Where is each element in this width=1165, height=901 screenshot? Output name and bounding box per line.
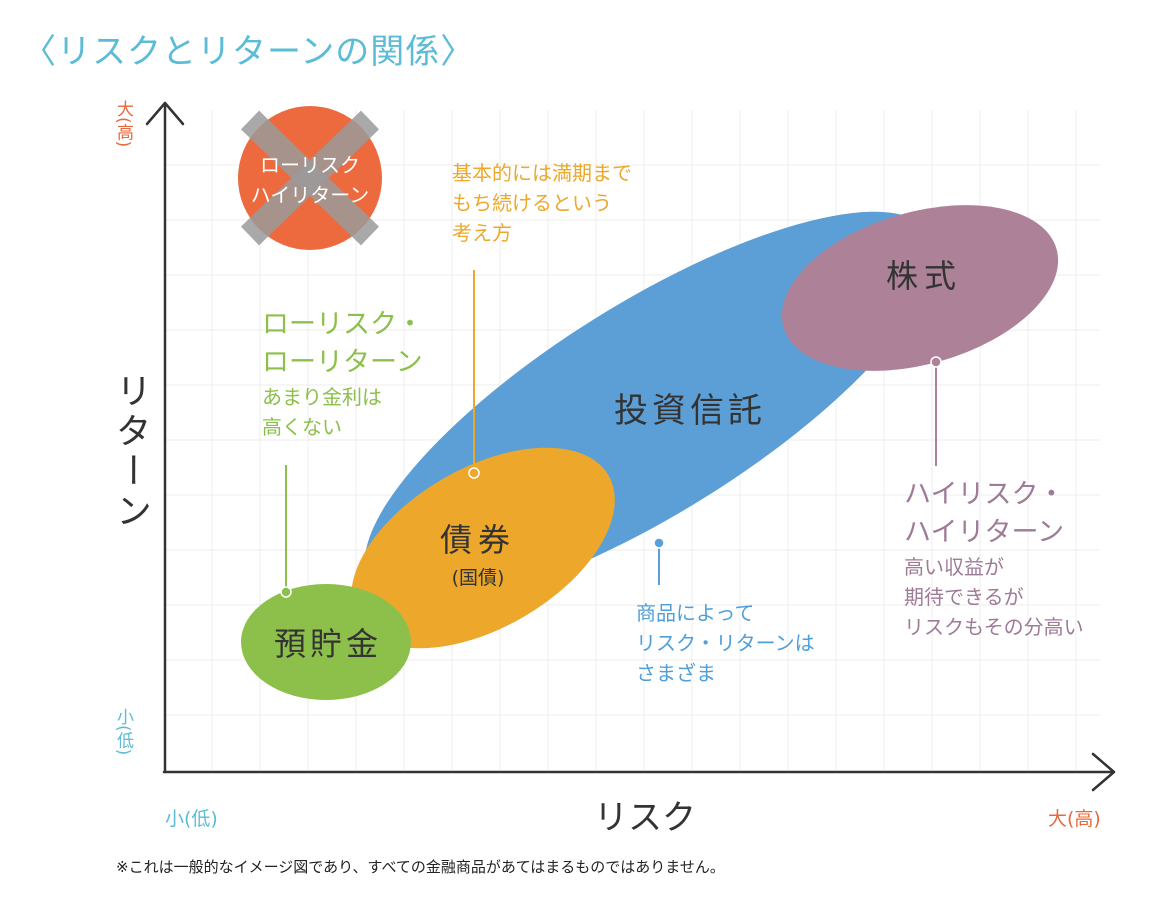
trust-note-1: 商品によって [636,601,755,625]
y-axis-high-label: 大(高) [113,100,133,148]
axes [145,101,1116,792]
stock-dot [930,356,942,368]
trust-note-2: リスク・リターンは [636,631,815,655]
trust-dot [653,537,665,549]
high-risk-head-1: ハイリスク・ [904,479,1065,510]
x-axis-high-label: 大(高) [1048,808,1101,830]
x-axis-label: リスク [594,798,696,838]
bond-label: 債券 [440,521,516,559]
stock-label: 株式 [886,257,962,295]
low-risk-body-1: あまり金利は [262,385,382,409]
low-risk-annotation: ローリスク・ ローリターン あまり金利は 高くない [262,306,423,442]
trust-note-3: さまざま [636,661,716,685]
x-axis-low-label: 小(低) [165,808,218,830]
bond-ellipse [351,447,615,649]
page-title: 〈リスクとリターンの関係〉 [22,32,476,72]
low-risk-head-1: ローリスク・ [262,309,424,340]
y-axis-arrow [145,101,185,126]
crossed-label-1: ローリスク [260,153,360,177]
crossed-out-mark: ローリスク ハイリターン [238,106,382,250]
low-risk-head-2: ローリターン [262,347,423,378]
trust-label: 投資信託 [614,391,766,431]
low-risk-body-2: 高くない [262,415,342,439]
x-axis-arrow [1091,752,1116,792]
leader-lines [280,270,942,598]
bond-note-2: もち続けるという [452,191,612,215]
footnote: ※これは一般的なイメージ図であり、すべての金融商品があてはまるものではありません… [116,858,725,876]
high-risk-body-1: 高い収益が [904,555,1004,579]
crossed-label-2: ハイリターン [251,183,370,207]
high-risk-head-2: ハイリターン [904,517,1065,548]
trust-annotation: 商品によって リスク・リターンは さまざま [636,598,815,688]
bond-sub-label: (国債) [452,567,505,589]
bond-note-3: 考え方 [452,221,512,245]
bond-note-1: 基本的には満期まで [452,161,632,185]
high-risk-body-3: リスクもその分高い [904,615,1084,639]
deposit-ellipse [241,584,411,700]
y-axis-low-label: 小(低) [113,708,133,756]
high-risk-annotation: ハイリスク・ ハイリターン 高い収益が 期待できるが リスクもその分高い [904,476,1084,642]
bond-dot [468,467,480,479]
stock-ellipse [781,205,1059,371]
y-axis-label: リターン [110,372,151,532]
high-risk-body-2: 期待できるが [904,585,1024,609]
deposit-dot [280,586,292,598]
deposit-label: 預貯金 [274,625,382,663]
cross-line-2 [240,110,380,246]
bond-annotation: 基本的には満期まで もち続けるという 考え方 [452,158,632,248]
